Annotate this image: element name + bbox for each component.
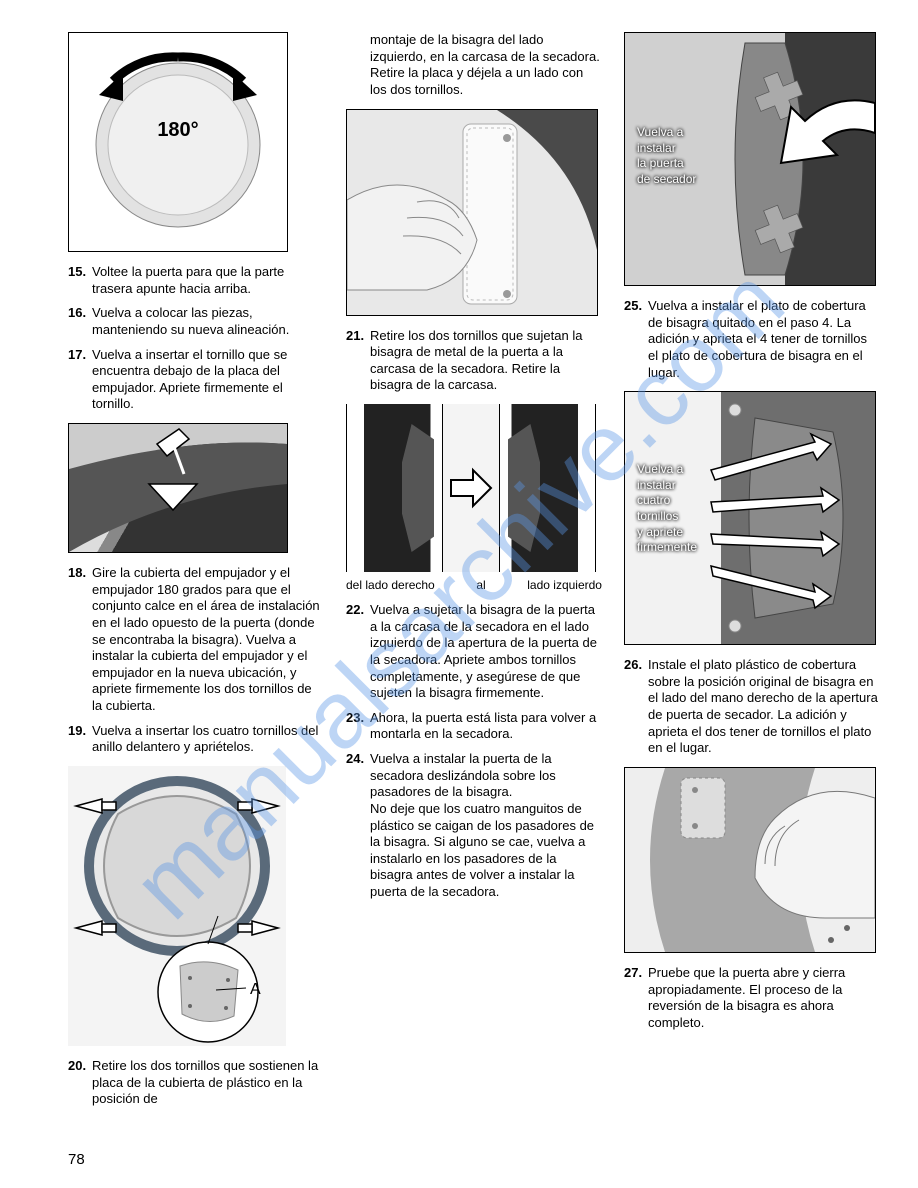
caption-mid: al <box>476 578 485 592</box>
caption-left: del lado derecho <box>346 578 435 592</box>
figure-door-ring: A <box>68 766 286 1046</box>
step-text: Vuelva a insertar el tornillo que se enc… <box>92 347 324 414</box>
step-number: 16. <box>68 305 92 338</box>
figure-four-screws: Vuelva a instalar cuatro tornillos y apr… <box>624 391 876 645</box>
figure-fourscrew-label: Vuelva a instalar cuatro tornillos y apr… <box>637 462 697 556</box>
step-item: 23.Ahora, la puerta está lista para volv… <box>346 710 602 743</box>
steps-26: 26.Instale el plato plástico de cobertur… <box>624 657 880 757</box>
step-text: Voltee la puerta para que la parte trase… <box>92 264 324 297</box>
arrow-right-icon <box>449 466 493 510</box>
step-text: Vuelva a instalar la puerta de la secado… <box>370 751 602 901</box>
column-3: Vuelva a instalar la puerta de secador 2… <box>624 32 880 1118</box>
column-layout: 180° 15.Voltee la puerta para que la par… <box>68 32 880 1118</box>
step-text: Gire la cubierta del empujador y el empu… <box>92 565 324 715</box>
rotate-arrows-icon <box>69 33 287 251</box>
step-number: 26. <box>624 657 648 757</box>
step-item: 19.Vuelva a insertar los cuatro tornillo… <box>68 723 324 756</box>
caption-right: lado izquierdo <box>527 578 602 592</box>
steps-20: 20.Retire los dos tornillos que sostiene… <box>68 1058 324 1108</box>
step-number: 21. <box>346 328 370 395</box>
step-text: Vuelva a insertar los cuatro tornillos d… <box>92 723 324 756</box>
page-number: 78 <box>68 1151 85 1168</box>
hinge-panel-right <box>346 404 443 572</box>
hinge-caption: del lado derecho al lado izquierdo <box>346 578 602 592</box>
step-number: 18. <box>68 565 92 715</box>
step-text: Instale el plato plástico de cobertura s… <box>648 657 880 757</box>
steps-25: 25.Vuelva a instalar el plato de cobertu… <box>624 298 880 381</box>
column-2: montaje de la bisagra del lado izquierdo… <box>346 32 602 1118</box>
step-text: Pruebe que la puerta abre y cierra aprop… <box>648 965 880 1032</box>
step-number: 20. <box>68 1058 92 1108</box>
continuation-paragraph: montaje de la bisagra del lado izquierdo… <box>370 32 602 99</box>
figure-insert-screw <box>68 423 288 553</box>
figure-remove-plate <box>346 109 598 316</box>
manual-page: manualsarchive.com 180° 15.Voltee la pue… <box>0 0 918 1188</box>
steps-18-19: 18.Gire la cubierta del empujador y el e… <box>68 565 324 756</box>
figure-rotate-180: 180° <box>68 32 288 252</box>
steps-15-17: 15.Voltee la puerta para que la parte tr… <box>68 264 324 413</box>
step-item: 25.Vuelva a instalar el plato de cobertu… <box>624 298 880 381</box>
step-text: Retire los dos tornillos que sostienen l… <box>92 1058 324 1108</box>
step-text: Vuelva a sujetar la bisagra de la puerta… <box>370 602 602 702</box>
step-text: Retire los dos tornillos que sujetan la … <box>370 328 602 395</box>
step-number: 22. <box>346 602 370 702</box>
step-item: 22.Vuelva a sujetar la bisagra de la pue… <box>346 602 602 702</box>
steps-22-24: 22.Vuelva a sujetar la bisagra de la pue… <box>346 602 602 901</box>
callout-letter: A <box>250 981 261 998</box>
step-item: 15.Voltee la puerta para que la parte tr… <box>68 264 324 297</box>
step-number: 24. <box>346 751 370 901</box>
screw-diagram-icon <box>69 424 287 552</box>
step-number: 23. <box>346 710 370 743</box>
step-item: 21.Retire los dos tornillos que sujetan … <box>346 328 602 395</box>
step-number: 27. <box>624 965 648 1032</box>
step-text: Vuelva a colocar las piezas, manteniendo… <box>92 305 324 338</box>
step-item: 24.Vuelva a instalar la puerta de la sec… <box>346 751 602 901</box>
step-item: 18.Gire la cubierta del empujador y el e… <box>68 565 324 715</box>
figure-reinstall-door: Vuelva a instalar la puerta de secador <box>624 32 876 286</box>
column-1: 180° 15.Voltee la puerta para que la par… <box>68 32 324 1118</box>
step-number: 17. <box>68 347 92 414</box>
steps-27: 27.Pruebe que la puerta abre y cierra ap… <box>624 965 880 1032</box>
step-text: Vuelva a instalar el plato de cobertura … <box>648 298 880 381</box>
hinge-panel-left <box>499 404 596 572</box>
step-number: 15. <box>68 264 92 297</box>
step-number: 19. <box>68 723 92 756</box>
step-number: 25. <box>624 298 648 381</box>
step-item: 27.Pruebe que la puerta abre y cierra ap… <box>624 965 880 1032</box>
step-item: 20.Retire los dos tornillos que sostiene… <box>68 1058 324 1108</box>
step-item: 16.Vuelva a colocar las piezas, mantenie… <box>68 305 324 338</box>
figure-press-cover <box>624 767 876 953</box>
step-text: Ahora, la puerta está lista para volver … <box>370 710 602 743</box>
steps-21: 21.Retire los dos tornillos que sujetan … <box>346 328 602 395</box>
step-item: 17.Vuelva a insertar el tornillo que se … <box>68 347 324 414</box>
figure-180-label: 180° <box>69 119 287 142</box>
figure-reinstall-label: Vuelva a instalar la puerta de secador <box>637 125 696 187</box>
figure-hinge-swap <box>346 404 596 572</box>
step-item: 26.Instale el plato plástico de cobertur… <box>624 657 880 757</box>
